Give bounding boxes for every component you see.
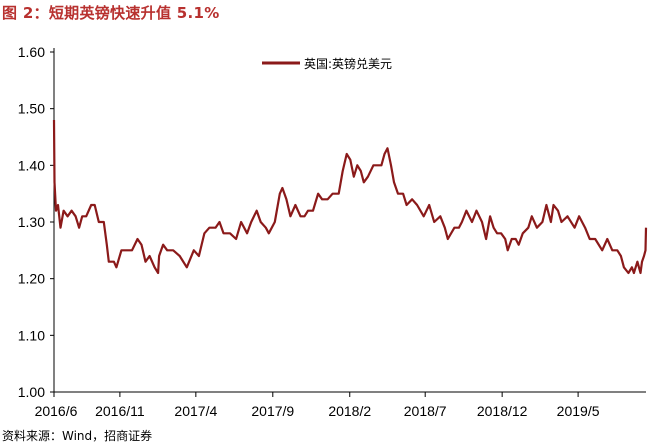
- x-tick-label: 2019/5: [557, 403, 600, 419]
- y-tick-label: 1.60: [18, 44, 45, 60]
- x-tick-label: 2016/6: [35, 403, 78, 419]
- legend: 英国:英镑兑美元: [262, 56, 392, 71]
- y-axis: 1.00 1.10 1.20 1.30 1.40 1.50 1.60: [18, 44, 55, 400]
- x-axis: 2016/6 2016/11 2017/4 2017/9 2018/2 2018/7 201…: [35, 391, 646, 419]
- x-tick-label: 2018/2: [328, 403, 371, 419]
- source-note: 资料来源：Wind，招商证券: [2, 429, 153, 443]
- x-tick-label: 2018/12: [477, 403, 528, 419]
- x-tick-label: 2016/11: [95, 403, 145, 419]
- y-tick-label: 1.30: [18, 214, 45, 230]
- legend-label: 英国:英镑兑美元: [304, 56, 392, 71]
- series-layer: [52, 119, 648, 275]
- y-tick-label: 1.40: [18, 157, 45, 173]
- x-tick-label: 2017/9: [251, 403, 294, 419]
- chart-title: 图 2：短期英镑快速升值 5.1%: [2, 4, 220, 22]
- y-tick-label: 1.00: [18, 384, 45, 400]
- y-tick-label: 1.10: [18, 327, 45, 343]
- y-tick-label: 1.20: [18, 271, 45, 287]
- series-line-gbp-usd: [52, 119, 648, 275]
- x-tick-label: 2018/7: [404, 403, 447, 419]
- x-tick-label: 2017/4: [174, 403, 217, 419]
- y-tick-label: 1.50: [18, 101, 45, 117]
